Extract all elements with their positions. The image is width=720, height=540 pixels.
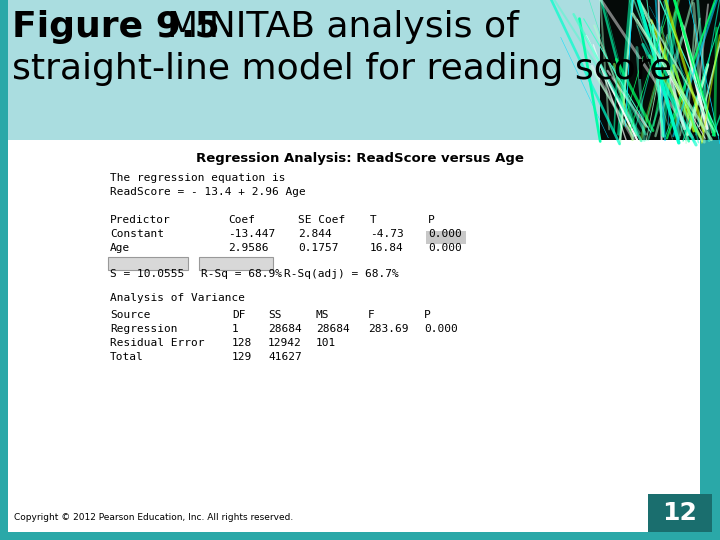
Text: Regression: Regression [110,324,178,334]
Text: 2.9586: 2.9586 [228,243,269,253]
Text: 129: 129 [232,352,252,362]
Text: R-Sq = 68.9%: R-Sq = 68.9% [201,269,282,279]
Text: straight-line model for reading score: straight-line model for reading score [12,52,672,86]
Text: 128: 128 [232,338,252,348]
Text: Constant: Constant [110,229,164,239]
Text: Figure 9.5: Figure 9.5 [12,10,220,44]
Text: Total: Total [110,352,144,362]
Text: -13.447: -13.447 [228,229,275,239]
Text: 0.000: 0.000 [424,324,458,334]
Text: 0.1757: 0.1757 [298,243,338,253]
Text: 1: 1 [232,324,239,334]
Text: F: F [368,310,374,320]
Text: P: P [428,215,435,225]
Text: MINITAB analysis of: MINITAB analysis of [167,10,519,44]
Text: S = 10.0555: S = 10.0555 [110,269,184,279]
Text: 283.69: 283.69 [368,324,408,334]
Bar [0,140,720,540]
Text: MS: MS [316,310,330,320]
Text: 0.000: 0.000 [428,243,462,253]
Bar [700,140,720,540]
Text: 12942: 12942 [268,338,302,348]
Bar [648,494,712,532]
Bar [199,257,273,270]
Text: Source: Source [110,310,150,320]
Text: ReadScore = - 13.4 + 2.96 Age: ReadScore = - 13.4 + 2.96 Age [110,187,306,197]
Text: 41627: 41627 [268,352,302,362]
Text: T: T [370,215,377,225]
Text: Regression Analysis: ReadScore versus Age: Regression Analysis: ReadScore versus Ag… [196,152,524,165]
Text: 2.844: 2.844 [298,229,332,239]
Text: 101: 101 [316,338,336,348]
Bar [108,257,188,270]
Text: The regression equation is: The regression equation is [110,173,286,183]
Text: Coef: Coef [228,215,255,225]
Text: Analysis of Variance: Analysis of Variance [110,293,245,303]
Bar [0,0,8,540]
Text: 28684: 28684 [268,324,302,334]
Text: Residual Error: Residual Error [110,338,204,348]
Text: R-Sq(adj) = 68.7%: R-Sq(adj) = 68.7% [284,269,399,279]
Text: DF: DF [232,310,246,320]
Bar [600,0,720,140]
Text: 16.84: 16.84 [370,243,404,253]
Text: Age: Age [110,243,130,253]
Text: Predictor: Predictor [110,215,171,225]
Text: 28684: 28684 [316,324,350,334]
Text: 0.000: 0.000 [428,229,462,239]
Text: SE Coef: SE Coef [298,215,346,225]
Text: SS: SS [268,310,282,320]
Text: 12: 12 [662,501,698,525]
Text: P: P [424,310,431,320]
Bar [426,231,466,244]
Text: Copyright © 2012 Pearson Education, Inc. All rights reserved.: Copyright © 2012 Pearson Education, Inc.… [14,514,293,523]
Bar [0,532,720,540]
Text: -4.73: -4.73 [370,229,404,239]
